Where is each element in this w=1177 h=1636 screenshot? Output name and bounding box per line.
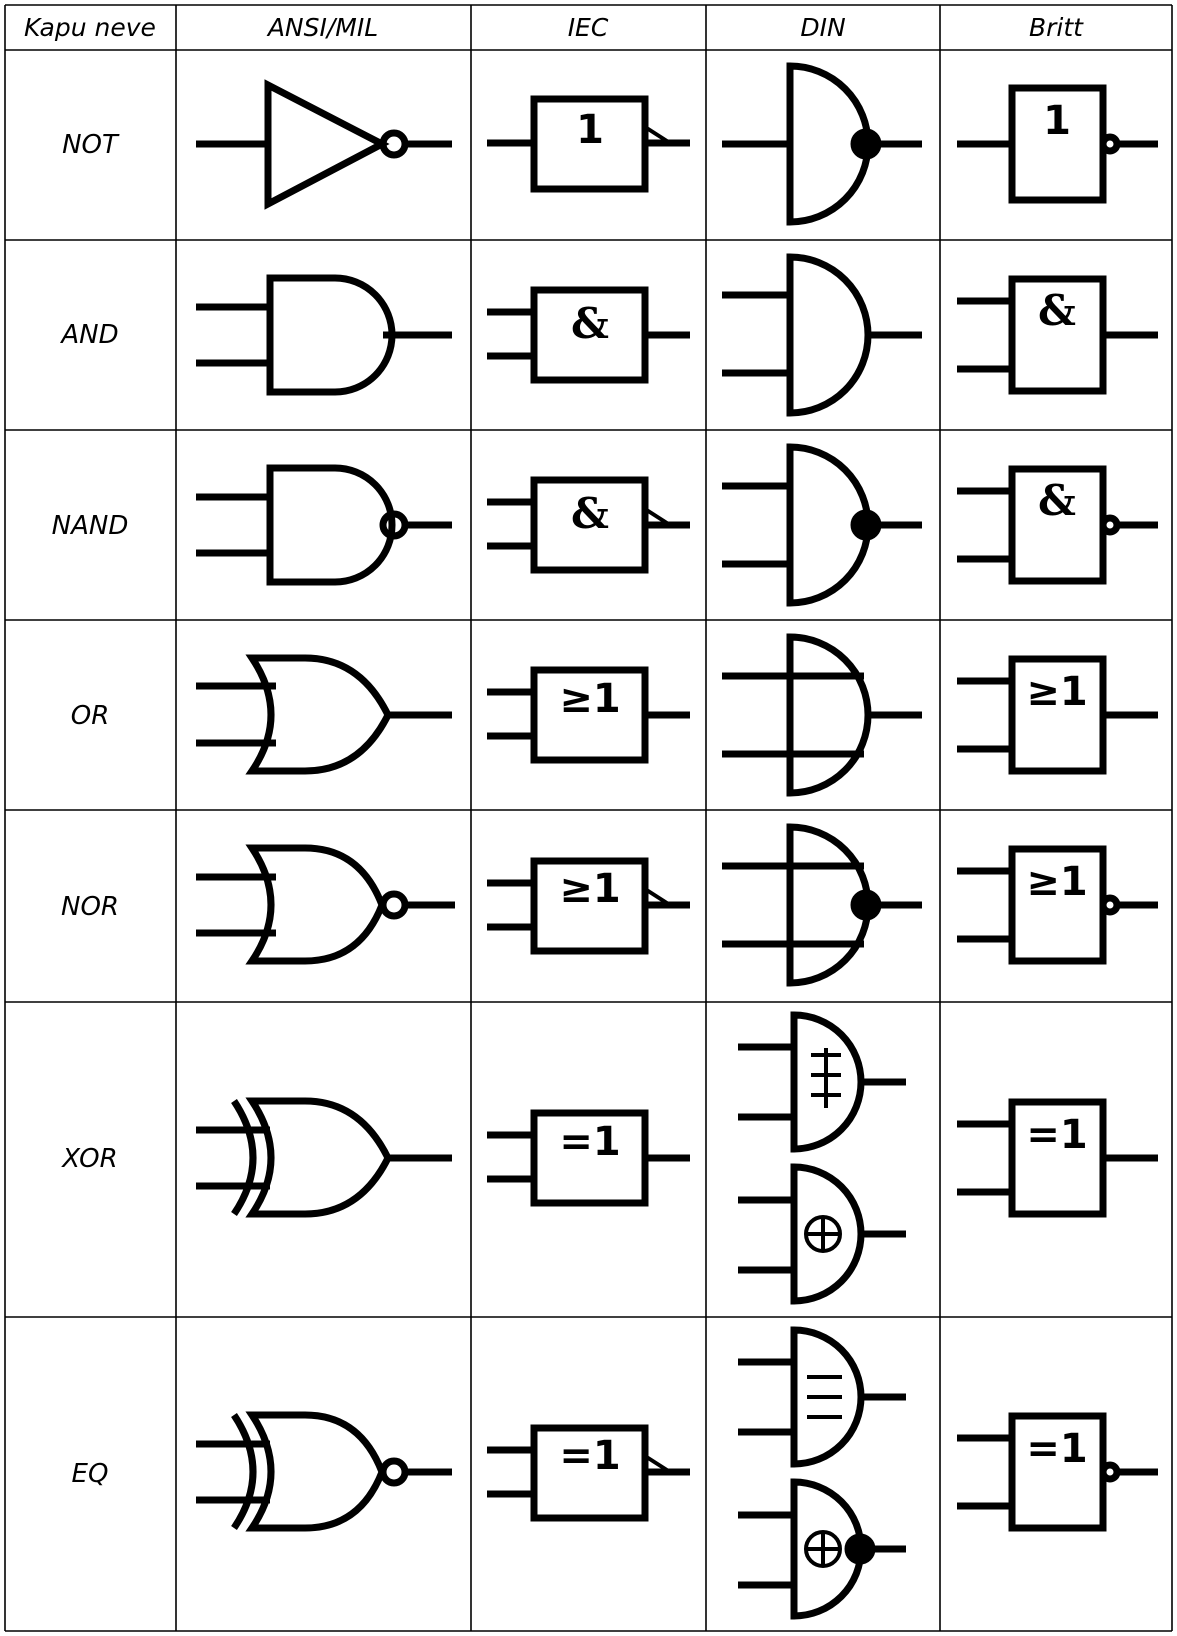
table-grid [4, 4, 1173, 1632]
gate-name-nand: NAND [52, 511, 129, 541]
britt-nor-gate-icon [957, 845, 1158, 965]
gate-name-not: NOT [62, 130, 120, 160]
britt-or-label: ≥1 [1026, 669, 1087, 715]
britt-xor-gate-icon [957, 1098, 1158, 1218]
britt-or-gate-icon [957, 655, 1158, 775]
header-name: Kapu neve [24, 13, 156, 42]
din-and-gate-icon [722, 253, 922, 417]
britt-xor-label: =1 [1026, 1112, 1087, 1158]
din-xor-gate-icon [738, 1011, 906, 1153]
ansi-or-gate-icon [196, 654, 452, 775]
din-eq-alt-gate-icon [738, 1478, 906, 1620]
ansi-nor-gate-icon [196, 844, 455, 965]
iec-xor-gate-icon [487, 1109, 690, 1207]
iec-or-label: ≥1 [559, 676, 620, 722]
britt-eq-label: =1 [1026, 1426, 1087, 1472]
britt-eq-gate-icon [957, 1412, 1158, 1532]
din-nor-gate-icon [722, 823, 922, 987]
table-header: Kapu neve ANSI/MIL IEC DIN Britt [24, 13, 1084, 42]
din-or-gate-icon [722, 633, 922, 797]
iec-and-gate-icon [487, 286, 690, 384]
iec-eq-label: =1 [559, 1433, 620, 1479]
iec-and-label: & [571, 299, 609, 348]
britt-not-gate-icon [957, 84, 1158, 204]
header-britt: Britt [1029, 13, 1084, 42]
britt-nand-label: & [1038, 476, 1076, 525]
gate-name-and: AND [59, 320, 118, 350]
header-din: DIN [800, 13, 846, 42]
ansi-eq-gate-icon [196, 1411, 452, 1532]
iec-eq-gate-icon [487, 1424, 690, 1522]
din-not-gate-icon [722, 62, 922, 226]
gate-name-or: OR [71, 701, 110, 731]
header-ansi: ANSI/MIL [266, 13, 378, 42]
iec-nand-label: & [571, 489, 609, 538]
ansi-xor-gate-icon [196, 1097, 452, 1218]
din-nand-gate-icon [722, 443, 922, 607]
din-eq-gate-icon [738, 1326, 906, 1468]
iec-not-label: 1 [576, 107, 604, 153]
din-xor-alt-gate-icon [738, 1163, 906, 1305]
britt-nand-gate-icon [957, 465, 1158, 585]
iec-nor-label: ≥1 [559, 866, 620, 912]
header-iec: IEC [568, 13, 609, 42]
gate-name-nor: NOR [61, 892, 119, 922]
gate-names: NOT AND NAND OR NOR XOR EQ [52, 130, 129, 1489]
gate-name-xor: XOR [60, 1144, 117, 1174]
iec-not-gate-icon [487, 95, 690, 193]
britt-not-label: 1 [1043, 98, 1071, 144]
iec-nand-gate-icon [487, 476, 690, 574]
gate-name-eq: EQ [72, 1459, 109, 1489]
britt-and-label: & [1038, 286, 1076, 335]
ansi-nand-gate-icon [196, 464, 452, 586]
ansi-and-gate-icon [196, 274, 452, 396]
britt-and-gate-icon [957, 275, 1158, 395]
iec-or-gate-icon [487, 666, 690, 764]
iec-xor-label: =1 [559, 1119, 620, 1165]
britt-nor-label: ≥1 [1026, 859, 1087, 905]
iec-nor-gate-icon [487, 857, 690, 955]
ansi-not-gate-icon [196, 79, 452, 210]
